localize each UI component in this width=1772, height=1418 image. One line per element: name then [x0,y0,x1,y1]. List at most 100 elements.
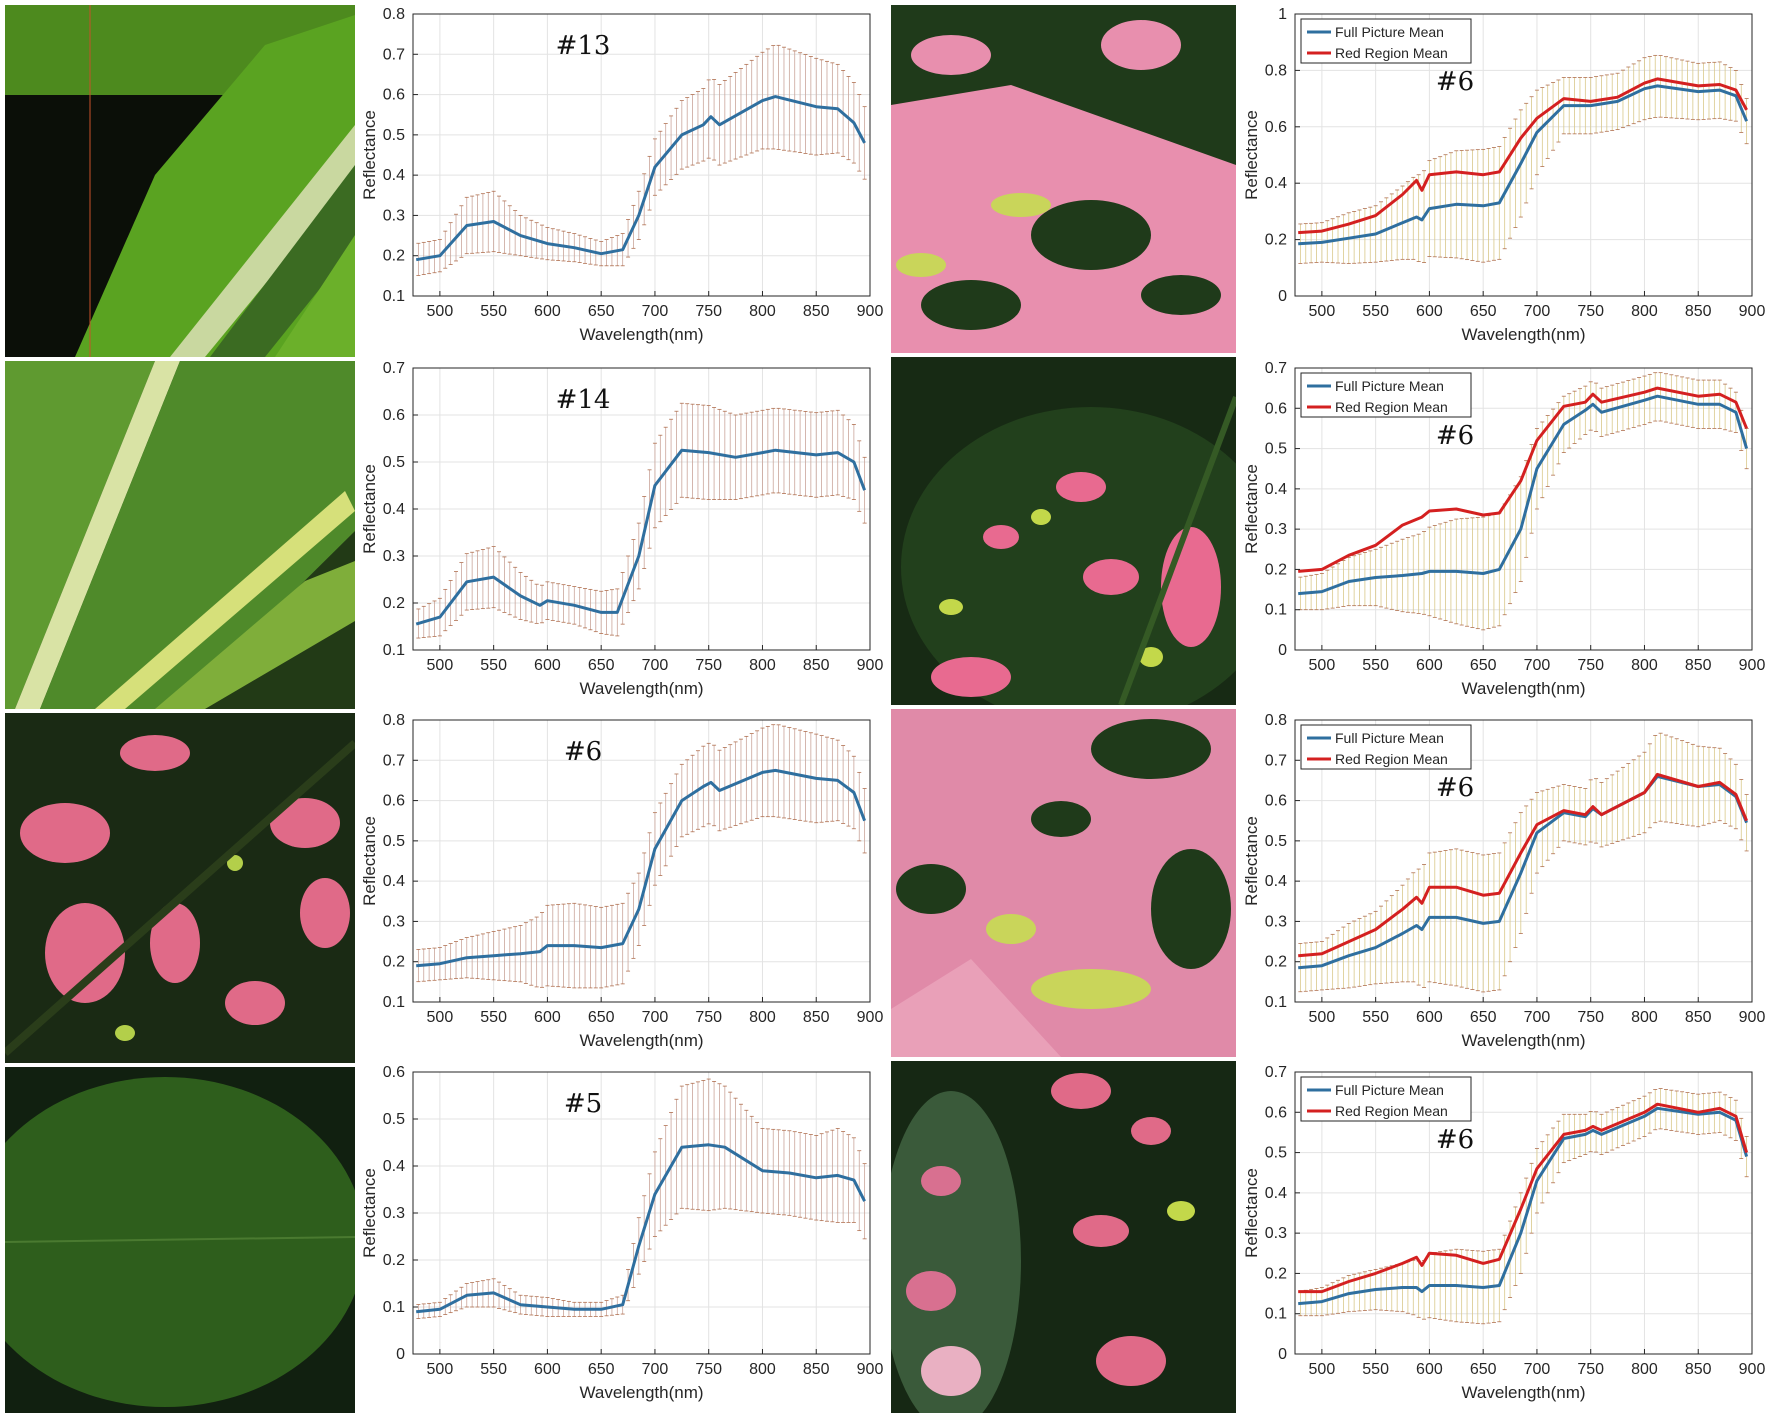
x-tick-label: 500 [427,657,454,674]
x-tick-label: 900 [857,303,884,320]
y-tick-label: 0.5 [1265,1145,1287,1162]
sample-label: #6 [1436,67,1474,97]
y-tick-label: 0.8 [383,6,405,23]
y-tick-label: 0.5 [383,1111,405,1128]
x-tick-label: 750 [1577,303,1604,320]
y-tick-label: 0.4 [1265,481,1287,498]
x-tick-label: 750 [695,303,722,320]
spectrum-chart-left-1: 500 550 600 650 700 750 800 850 900 0.1 0.2 0.3 0.4 0… [358,6,888,358]
chart-svg-right-4: 500 550 600 650 700 750 800 850 900 0 0.1 0.2 0.3 0.4… [1242,1064,1765,1402]
x-tick-label: 800 [1631,657,1658,674]
chart-svg-right-3: 500 550 600 650 700 750 800 850 900 0.1 0.2 0.3 0.4 0… [1242,712,1766,1050]
x-tick-label: 900 [857,1361,884,1378]
x-axis-label: Wavelength(nm) [1461,1383,1585,1402]
error-bars [416,402,867,639]
x-tick-label: 900 [857,1009,884,1026]
spectrum-chart-left-2: 500 550 600 650 700 750 800 850 900 0.1 0.2 0.3 0.4 0… [358,360,888,712]
sample-label: #6 [1436,1125,1474,1155]
legend-label: Red Region Mean [1335,399,1448,415]
legend-label: Full Picture Mean [1335,24,1444,40]
y-tick-label: 0.7 [383,46,405,63]
y-tick-label: 0.4 [383,501,405,518]
x-tick-label: 550 [480,303,507,320]
photo-leaf-striped-green [5,5,355,357]
y-axis-label: Reflectance [360,110,379,200]
chart-svg-left-3: 500 550 600 650 700 750 800 850 900 0.1 0.2 0.3 0.4 0… [360,712,884,1050]
x-tick-label: 850 [1685,303,1712,320]
legend-label: Full Picture Mean [1335,1082,1444,1098]
x-tick-label: 850 [1685,1361,1712,1378]
x-tick-label: 500 [1309,1361,1336,1378]
y-tick-label: 0.2 [1265,954,1287,971]
chart-svg-right-1: 500 550 600 650 700 750 800 850 900 0 0.2 0.4 0.6 0.8… [1242,6,1765,344]
x-tick-label: 500 [427,1361,454,1378]
y-tick-label: 0.1 [1265,602,1287,619]
photo-leaf-pink-spotted-dark [5,713,355,1063]
x-tick-label: 650 [588,657,615,674]
x-tick-label: 900 [1739,1009,1766,1026]
x-axis-label: Wavelength(nm) [579,1383,703,1402]
x-tick-label: 900 [857,657,884,674]
series-line-red-region [1298,1102,1749,1294]
series-line-mean [416,1143,866,1314]
legend-label: Red Region Mean [1335,751,1448,767]
x-tick-label: 650 [1470,1361,1497,1378]
y-axis-label: Reflectance [360,464,379,554]
x-axis-label: Wavelength(nm) [579,1031,703,1050]
y-tick-label: 0.7 [383,360,405,377]
y-axis-label: Reflectance [360,1168,379,1258]
x-tick-label: 750 [1577,1361,1604,1378]
y-tick-label: 0.6 [383,87,405,104]
series-line-mean [415,448,867,626]
x-tick-label: 700 [642,1009,669,1026]
sample-label: #14 [556,385,611,415]
spectrum-chart-left-3: 500 550 600 650 700 750 800 850 900 0.1 0.2 0.3 0.4 0… [358,712,888,1064]
y-tick-label: 0.1 [383,642,405,659]
y-tick-label: 0.3 [383,548,405,565]
y-tick-label: 0.2 [383,954,405,971]
x-axis-label: Wavelength(nm) [1461,325,1585,344]
x-tick-label: 900 [1739,657,1766,674]
legend: Full Picture Mean Red Region Mean [1300,724,1472,770]
x-tick-label: 750 [695,1361,722,1378]
photo-leaf-plain-green [5,1067,355,1413]
y-axis-label: Reflectance [1242,816,1261,906]
y-tick-label: 0.1 [1265,994,1287,1011]
x-tick-label: 800 [749,303,776,320]
y-tick-label: 0.6 [383,407,405,424]
x-tick-label: 700 [642,303,669,320]
x-tick-label: 600 [534,657,561,674]
y-tick-label: 0.3 [383,207,405,224]
x-tick-label: 850 [803,303,830,320]
y-axis-label: Reflectance [360,816,379,906]
y-tick-label: 0.6 [383,793,405,810]
y-axis-label: Reflectance [1242,110,1261,200]
x-tick-label: 850 [803,1361,830,1378]
x-tick-label: 800 [1631,1009,1658,1026]
photo-leaf-pink-green-1 [891,5,1236,353]
x-tick-label: 850 [1685,657,1712,674]
x-tick-label: 500 [1309,657,1336,674]
spectrum-chart-right-4: 500 550 600 650 700 750 800 850 900 0 0.1 0.2 0.3 0.4… [1240,1064,1770,1416]
x-axis-label: Wavelength(nm) [579,325,703,344]
x-tick-label: 700 [1524,1009,1551,1026]
y-tick-label: 0 [1278,642,1287,659]
y-tick-label: 0.7 [1265,752,1287,769]
x-tick-label: 650 [1470,657,1497,674]
y-tick-label: 0.4 [383,873,405,890]
x-tick-label: 650 [1470,1009,1497,1026]
plot-frame [1294,367,1753,651]
legend-box [1300,724,1472,770]
x-tick-label: 750 [695,657,722,674]
y-tick-label: 0.8 [1265,712,1287,729]
x-tick-label: 500 [1309,1009,1336,1026]
photo-leaf-pink-green-3 [891,709,1236,1057]
x-tick-label: 550 [1362,1361,1389,1378]
y-tick-label: 0.7 [383,752,405,769]
x-tick-label: 600 [534,303,561,320]
y-tick-label: 0.7 [1265,360,1287,377]
y-tick-label: 0.5 [383,127,405,144]
photo-leaf-green-yellow-stripes [5,361,355,709]
legend: Full Picture Mean Red Region Mean [1300,1076,1472,1122]
x-tick-label: 800 [1631,1361,1658,1378]
